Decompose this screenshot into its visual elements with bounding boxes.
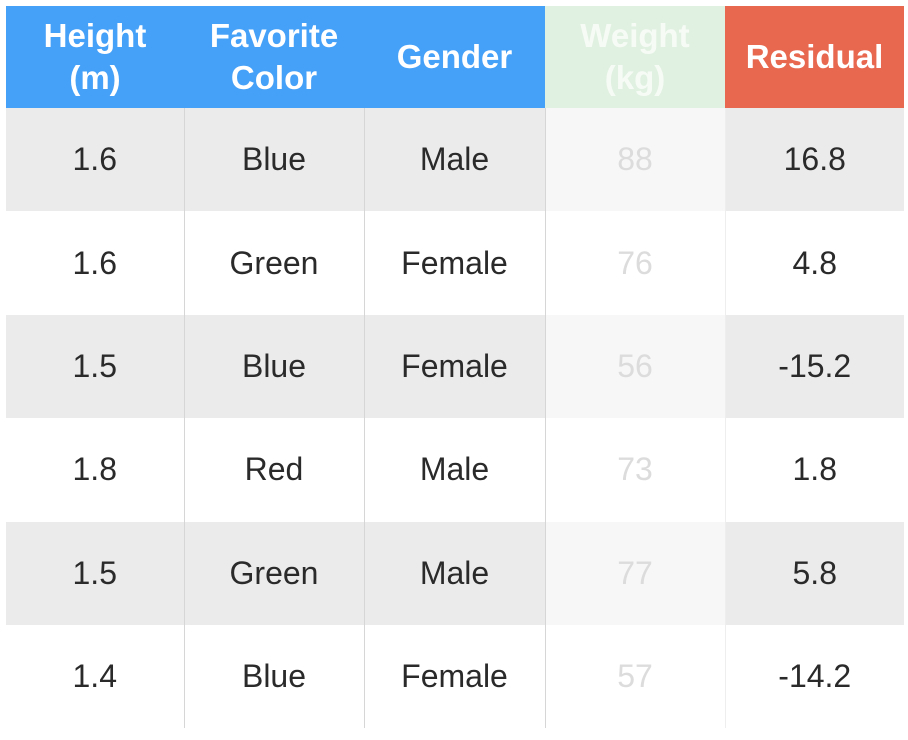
gender-cell: Female bbox=[363, 624, 546, 729]
gender-cell: Male bbox=[363, 108, 546, 212]
header-height-line2: (m) bbox=[69, 59, 121, 96]
header-height-line1: Height bbox=[43, 16, 147, 54]
table-row: 1.8 Red Male 73 1.8 bbox=[6, 418, 904, 522]
table-body: 1.6 Blue Male 88 16.8 1.6 Green Female 7… bbox=[6, 108, 904, 729]
weight-cell: 77 bbox=[544, 521, 726, 625]
height-cell: 1.8 bbox=[6, 418, 185, 522]
table-row: 1.6 Blue Male 88 16.8 bbox=[6, 108, 904, 212]
header-favorite-color: Favorite Color bbox=[184, 6, 364, 108]
data-table: Height (m) Favorite Color Gender Weight (kg… bbox=[6, 6, 904, 729]
height-cell: 1.4 bbox=[6, 624, 185, 729]
height-cell: 1.6 bbox=[6, 108, 185, 212]
gender-cell: Male bbox=[363, 418, 546, 522]
header-gender-label: Gender bbox=[396, 37, 513, 75]
header-gender: Gender bbox=[364, 6, 545, 108]
table-header: Height (m) Favorite Color Gender Weight (kg… bbox=[6, 6, 904, 108]
table-row: 1.5 Green Male 77 5.8 bbox=[6, 521, 904, 625]
weight-cell: 73 bbox=[544, 418, 726, 522]
residual-cell: 16.8 bbox=[724, 108, 904, 212]
favorite-color-cell: Blue bbox=[183, 108, 365, 212]
favorite-color-cell: Green bbox=[183, 521, 365, 625]
residual-cell: -15.2 bbox=[724, 314, 904, 419]
header-row: Height (m) Favorite Color Gender Weight (kg… bbox=[6, 6, 904, 108]
height-cell: 1.5 bbox=[6, 521, 185, 625]
favorite-color-cell: Blue bbox=[183, 624, 365, 729]
table-row: 1.6 Green Female 76 4.8 bbox=[6, 211, 904, 315]
header-favorite-color-line1: Favorite bbox=[209, 16, 339, 54]
header-weight-line2: (kg) bbox=[604, 59, 666, 96]
weight-cell: 76 bbox=[544, 211, 726, 315]
residual-cell: 5.8 bbox=[724, 521, 904, 625]
header-favorite-color-line2: Color bbox=[230, 59, 318, 96]
gender-cell: Female bbox=[363, 211, 546, 315]
weight-cell: 56 bbox=[544, 314, 726, 419]
gender-cell: Male bbox=[363, 521, 546, 625]
favorite-color-cell: Green bbox=[183, 211, 365, 315]
header-weight-line1: Weight bbox=[580, 16, 690, 54]
residual-cell: 4.8 bbox=[724, 211, 904, 315]
favorite-color-cell: Red bbox=[183, 418, 365, 522]
weight-cell: 57 bbox=[544, 624, 726, 729]
header-residual-label: Residual bbox=[745, 37, 884, 75]
residual-cell: 1.8 bbox=[724, 418, 904, 522]
height-cell: 1.6 bbox=[6, 211, 185, 315]
header-residual: Residual bbox=[725, 6, 904, 108]
weight-cell: 88 bbox=[544, 108, 726, 212]
favorite-color-cell: Blue bbox=[183, 314, 365, 419]
height-cell: 1.5 bbox=[6, 314, 185, 419]
table-row: 1.4 Blue Female 57 -14.2 bbox=[6, 624, 904, 729]
gender-cell: Female bbox=[363, 314, 546, 419]
residual-cell: -14.2 bbox=[724, 624, 904, 729]
table-row: 1.5 Blue Female 56 -15.2 bbox=[6, 314, 904, 419]
header-weight: Weight (kg) bbox=[545, 6, 725, 108]
header-height: Height (m) bbox=[6, 6, 184, 108]
